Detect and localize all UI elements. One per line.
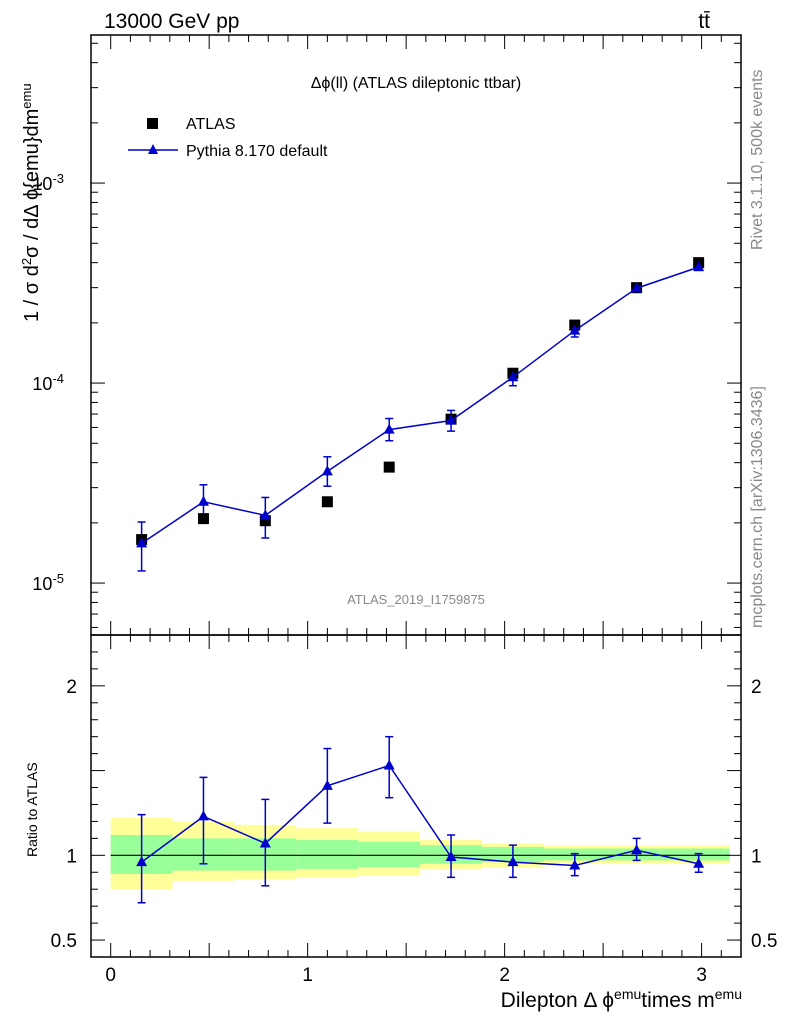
ratio-point (259, 837, 271, 848)
mc-line (141, 266, 699, 544)
mc-point (569, 324, 581, 335)
y-axis-title-bottom: Ratio to ATLAS (24, 762, 40, 857)
ratio-y-tick-label-right: 1 (751, 846, 762, 867)
y-tick-base: 10 (32, 374, 52, 394)
ratio-panel: 0.5 0.5 1 1 2 2 0 1 2 3 Ratio to ATLAS (24, 634, 777, 986)
ratio-point (693, 857, 705, 868)
ratio-point (631, 844, 643, 855)
xlabel-part-4: times m (641, 989, 715, 1012)
ratio-y-tick-label-left: 2 (66, 677, 77, 698)
ratio-point (197, 810, 209, 821)
ratio-point (383, 759, 395, 770)
uncertainty-band-inner (296, 840, 359, 869)
legend-data-marker (147, 118, 158, 129)
ratio-y-tick-label-right: 2 (751, 677, 762, 698)
mc-point (136, 537, 148, 548)
xlabel-part-1: Dilepton (501, 989, 578, 1012)
ylabel-part-4: emu (19, 83, 34, 108)
plot-title: Δϕ(ll) (ATLAS dileptonic ttbar) (311, 75, 522, 92)
atlas-point (259, 515, 271, 527)
y-tick-exp: -5 (52, 571, 64, 586)
mc-point (259, 509, 271, 520)
ratio-line (141, 764, 699, 867)
y-tick-exp: -4 (52, 371, 64, 386)
mc-point (507, 371, 519, 382)
legend-mc-marker (148, 144, 158, 154)
legend-mc-label: Pythia 8.170 default (186, 143, 328, 160)
ratio-point (136, 856, 148, 867)
energy-label: 13000 GeV pp (104, 10, 239, 33)
atlas-point (321, 496, 333, 508)
y-axis-title-top: 1 / σ d2σ / dΔ ϕ{emu}dmemu (19, 83, 44, 322)
ratio-point (569, 859, 581, 870)
mc-point (445, 414, 457, 425)
ylabel-part-1: 1 / σ d (21, 265, 43, 322)
mc-point (321, 465, 333, 476)
ratio-y-tick-label-left: 1 (66, 846, 77, 867)
mc-point (693, 261, 705, 272)
y-tick-label: 10-3 (32, 171, 64, 195)
x-axis-title: Dilepton Δ ϕemutimes memu (501, 986, 742, 1012)
xlabel-part-2: Δ ϕ (578, 989, 614, 1012)
ratio-y-tick-label-left: 0.5 (51, 931, 77, 952)
atlas-point (383, 461, 395, 473)
x-tick-label: 0 (105, 965, 116, 986)
y-tick-base: 10 (32, 174, 52, 194)
legend-data-label: ATLAS (186, 116, 236, 133)
ratio-point (321, 779, 333, 790)
ylabel-part-3: σ / dΔ ϕ{emu}dm (21, 109, 43, 258)
xlabel-part-3: emu (614, 986, 641, 1002)
y-tick-base: 10 (32, 574, 52, 594)
atlas-point (197, 513, 209, 525)
x-tick-label: 1 (302, 965, 313, 986)
mc-point (383, 423, 395, 434)
ratio-point (445, 851, 457, 862)
mc-point (197, 495, 209, 506)
main-panel: 10-510-410-3 Δϕ(ll) (ATLAS dileptonic tt… (19, 34, 742, 636)
y-tick-exp: -3 (52, 171, 64, 186)
legend: ATLAS Pythia 8.170 default (128, 116, 328, 160)
y-tick-label: 10-5 (32, 571, 64, 595)
uncertainty-band-inner (358, 841, 421, 868)
site-label: mcplots.cern.ch [arXiv:1306.3436] (749, 386, 766, 628)
x-tick-label: 2 (499, 965, 510, 986)
ratio-y-tick-label-right: 0.5 (751, 931, 777, 952)
ylabel-part-2: 2 (19, 258, 34, 265)
watermark: ATLAS_2019_I1759875 (347, 592, 485, 607)
mc-point (631, 282, 643, 293)
xlabel-part-5: emu (715, 986, 742, 1002)
process-label: tt̄ (698, 10, 710, 33)
y-tick-label: 10-4 (32, 371, 64, 395)
ratio-frame (90, 634, 742, 958)
rivet-label: Rivet 3.1.10, 500k events (749, 69, 766, 250)
ratio-point (507, 856, 519, 867)
x-tick-label: 3 (696, 965, 707, 986)
